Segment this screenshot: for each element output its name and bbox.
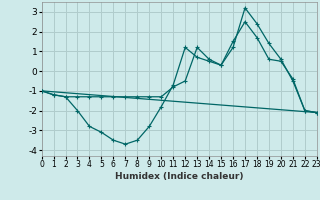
X-axis label: Humidex (Indice chaleur): Humidex (Indice chaleur) — [115, 172, 244, 181]
